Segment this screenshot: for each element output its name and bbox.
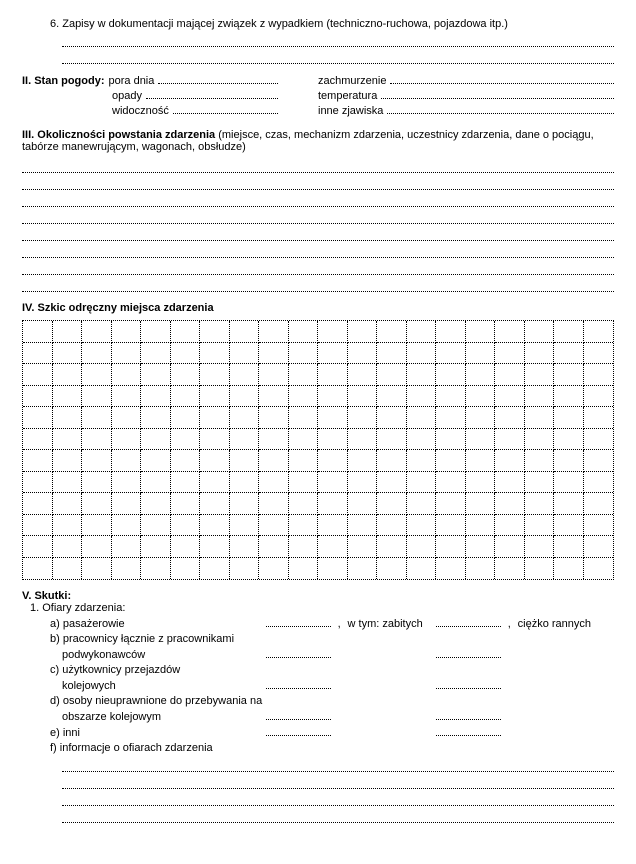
zachmurzenie-label: zachmurzenie [318, 75, 386, 87]
temperatura-field[interactable] [381, 89, 614, 99]
row-d1: d) osoby nieuprawnione do przebywania na [22, 695, 614, 707]
d-total[interactable] [266, 710, 331, 720]
a-zabitych[interactable] [436, 617, 501, 627]
e-zabitych[interactable] [436, 726, 501, 736]
row-b2: podwykonawców [22, 648, 614, 661]
s3-blank[interactable] [22, 227, 614, 241]
s3-blank[interactable] [22, 210, 614, 224]
section3-title: III. Okoliczności powstania zdarzenia [22, 129, 215, 141]
a-total[interactable] [266, 617, 331, 627]
f-blank[interactable] [62, 775, 614, 789]
inne-field[interactable] [387, 104, 614, 114]
b2-label: podwykonawców [22, 649, 266, 661]
b1-label: b) pracownicy łącznie z pracownikami [22, 633, 266, 645]
widocznosc-label: widoczność [112, 105, 169, 117]
d2-label: obszarze kolejowym [22, 711, 266, 723]
s3-blank[interactable] [22, 193, 614, 207]
s3-blank[interactable] [22, 176, 614, 190]
a-label: a) pasażerowie [22, 618, 266, 630]
s3-blank[interactable] [22, 261, 614, 275]
comma: , [331, 618, 348, 630]
row-d2: obszarze kolejowym [22, 710, 614, 723]
b-total[interactable] [266, 648, 331, 658]
opady-field[interactable] [146, 89, 278, 99]
section3: III. Okoliczności powstania zdarzenia (m… [22, 129, 614, 153]
c2-label: kolejowych [22, 680, 266, 692]
temperatura-label: temperatura [318, 90, 377, 102]
inne-label: inne zjawiska [318, 105, 383, 117]
comma: , [501, 618, 518, 630]
section2-title: II. Stan pogody: [22, 75, 105, 87]
ciezko-label: ciężko rannych [518, 618, 606, 630]
ofiary-label: 1. Ofiary zdarzenia: [22, 602, 614, 614]
opady-label: opady [112, 90, 142, 102]
item6-label: 6. Zapisy w dokumentacji mającej związek… [22, 18, 614, 30]
e-total[interactable] [266, 726, 331, 736]
c1-label: c) użytkownicy przejazdów [22, 664, 266, 676]
pora-dnia-field[interactable] [158, 74, 278, 84]
section4-title: IV. Szkic odręczny miejsca zdarzenia [22, 302, 614, 314]
s3-blank[interactable] [22, 278, 614, 292]
item6-blank1[interactable] [62, 33, 614, 47]
pora-dnia-label: pora dnia [109, 75, 155, 87]
section3-lines [22, 159, 614, 292]
row-e: e) inni [22, 726, 614, 739]
row-b1: b) pracownicy łącznie z pracownikami [22, 633, 614, 645]
d-zabitych[interactable] [436, 710, 501, 720]
zachmurzenie-field[interactable] [390, 74, 614, 84]
s3-blank[interactable] [22, 159, 614, 173]
f-label: f) informacje o ofiarach zdarzenia [22, 742, 614, 754]
c-zabitych[interactable] [436, 679, 501, 689]
row-c1: c) użytkownicy przejazdów [22, 664, 614, 676]
wtym-label: w tym: zabitych [348, 618, 436, 630]
sketch-grid[interactable] [22, 320, 614, 580]
d1-label: d) osoby nieuprawnione do przebywania na [22, 695, 266, 707]
c-total[interactable] [266, 679, 331, 689]
e-label: e) inni [22, 727, 266, 739]
widocznosc-field[interactable] [173, 104, 278, 114]
row-c2: kolejowych [22, 679, 614, 692]
f-blank[interactable] [62, 809, 614, 823]
f-blank[interactable] [62, 792, 614, 806]
f-blank[interactable] [62, 758, 614, 772]
section2: II. Stan pogody: pora dnia opady widoczn… [22, 74, 614, 119]
section5-title: V. Skutki: [22, 590, 614, 602]
row-a: a) pasażerowie , w tym: zabitych , ciężk… [22, 617, 614, 630]
b-zabitych[interactable] [436, 648, 501, 658]
item6-blank2[interactable] [62, 50, 614, 64]
s3-blank[interactable] [22, 244, 614, 258]
